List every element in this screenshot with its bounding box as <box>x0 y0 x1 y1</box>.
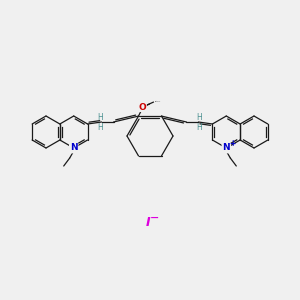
Text: methoxy: methoxy <box>154 101 161 102</box>
Text: +: + <box>229 140 236 148</box>
Text: H: H <box>98 112 103 122</box>
Text: −: − <box>150 213 160 223</box>
Text: I: I <box>146 215 150 229</box>
Text: N: N <box>70 143 77 152</box>
Text: H: H <box>196 112 202 122</box>
Text: O: O <box>139 103 146 112</box>
Text: H: H <box>98 122 103 131</box>
Text: N: N <box>223 143 230 152</box>
Text: H: H <box>196 122 202 131</box>
